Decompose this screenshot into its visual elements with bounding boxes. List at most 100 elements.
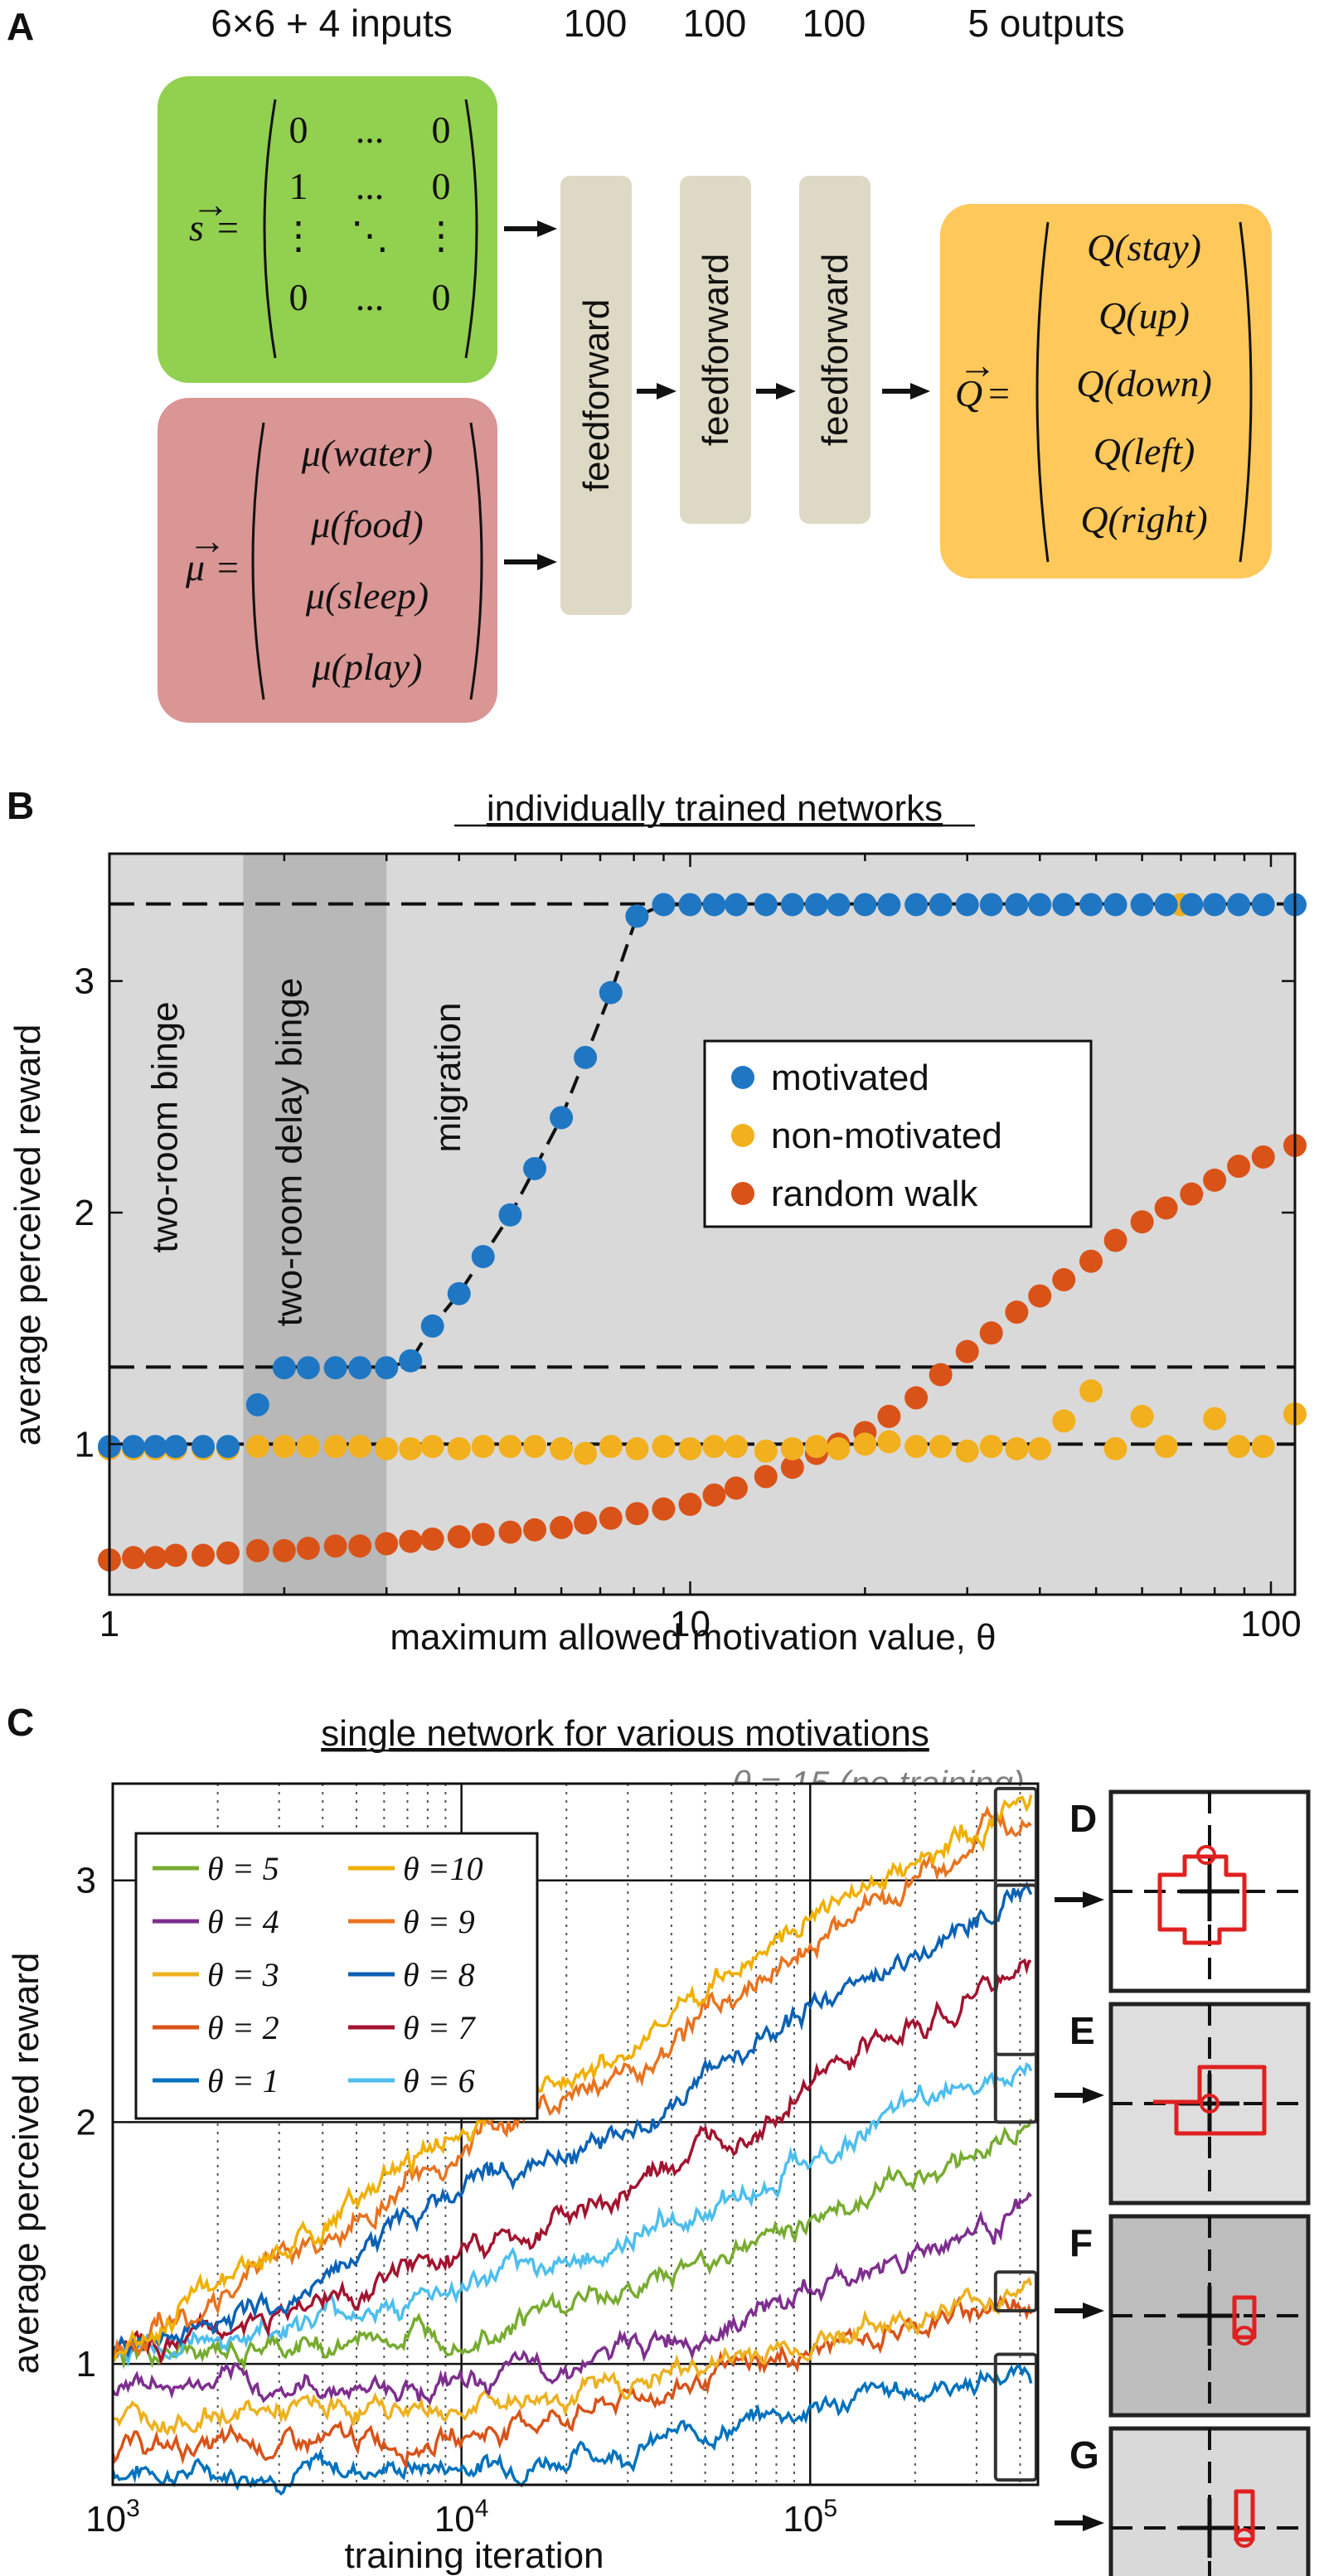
- chart-b-point-motivated: [780, 893, 804, 917]
- chart-b-point-random-walk: [599, 1506, 623, 1530]
- chart-b-point-random-walk: [420, 1527, 444, 1551]
- chart-b-point-random-walk: [1203, 1168, 1227, 1192]
- chart-b-point-non-motivated: [678, 1436, 702, 1460]
- chart-b-point-non-motivated: [245, 1435, 269, 1459]
- chart-b-point-random-walk: [678, 1493, 702, 1517]
- right-paren: [469, 422, 483, 700]
- chart-b-xtick-label: 1: [99, 1604, 119, 1644]
- equals-sign: =: [217, 206, 239, 249]
- chart-b-point-motivated: [1052, 893, 1076, 917]
- chart-b-ytick-label: 2: [75, 1193, 95, 1233]
- layer-label-input: 6×6 + 4 inputs: [211, 2, 453, 45]
- chart-b-point-motivated: [1154, 893, 1178, 917]
- chart-b-point-non-motivated: [272, 1435, 296, 1459]
- inset-pointer-arrowhead: [1083, 2302, 1104, 2319]
- chart-b-point-random-walk: [625, 1502, 649, 1526]
- state-matrix-entry: 0: [432, 109, 451, 151]
- chart-b-point-random-walk: [979, 1321, 1003, 1345]
- output-vector: Q → = Q(stay) Q(up) Q(down) Q(left) Q(right): [955, 221, 1253, 563]
- layer-label-hidden-1: 100: [564, 2, 628, 45]
- inset-e: E: [1055, 2002, 1311, 2206]
- state-matrix-entry: ⋮: [422, 215, 460, 257]
- chart-c-highlight-box-e: [993, 1883, 1038, 2124]
- left-paren: [263, 99, 277, 359]
- chart-b-region-label: migration: [428, 1003, 468, 1153]
- chart-b-point-random-walk: [375, 1532, 399, 1556]
- chart-b-point-non-motivated: [1028, 1436, 1052, 1460]
- chart-c-line-theta-3: [112, 2276, 1033, 2437]
- chart-b-point-non-motivated: [1203, 1407, 1227, 1431]
- chart-c-xlabel: training iteration: [344, 2535, 604, 2576]
- chart-b-point-random-walk: [498, 1520, 522, 1544]
- chart-b-point-non-motivated: [471, 1435, 495, 1459]
- chart-b-point-non-motivated: [1103, 1436, 1127, 1460]
- vector-arrow-accent: →: [958, 344, 997, 386]
- chart-b-point-non-motivated: [375, 1436, 399, 1460]
- chart-c-line-theta-10: [111, 1794, 1033, 2363]
- chart-b-legend-label: non-motivated: [771, 1116, 1002, 1156]
- chart-b-point-random-walk: [955, 1339, 979, 1363]
- chart-b-xtick-label: 100: [1240, 1604, 1301, 1644]
- inset-start-marker: [1234, 2528, 1254, 2548]
- chart-b-point-non-motivated: [1227, 1435, 1251, 1459]
- chart-b-point-random-walk: [652, 1497, 676, 1521]
- chart-b-point-motivated: [192, 1435, 216, 1459]
- chart-c-ytick-label: 2: [76, 2102, 96, 2143]
- chart-b-point-motivated: [979, 893, 1003, 917]
- chart-c-xtick-label: 105: [783, 2495, 837, 2540]
- chart-b-point-motivated: [877, 893, 901, 917]
- chart-b-point-non-motivated: [1005, 1436, 1029, 1460]
- chart-b-point-motivated: [296, 1356, 320, 1380]
- layer-label-hidden-3: 100: [803, 2, 866, 45]
- chart-b-point-motivated: [1130, 893, 1154, 917]
- output-vector-symbol: Q: [955, 372, 982, 414]
- output-vector-box: [940, 204, 1272, 579]
- input-arrows: [504, 220, 557, 570]
- chart-b-point-random-walk: [296, 1537, 320, 1561]
- chart-c-legend-label: θ = 6: [403, 2062, 475, 2099]
- chart-c-ylabel: average perceived reward: [6, 1953, 46, 2375]
- chart-b-point-random-walk: [1028, 1284, 1052, 1308]
- inset-f: F: [1055, 2214, 1311, 2418]
- chart-b-point-non-motivated: [1251, 1435, 1275, 1459]
- chart-c-title: single network for various motivations: [321, 1713, 929, 1754]
- chart-c-highlight-box-g: [993, 2352, 1038, 2482]
- chart-b-point-random-walk: [929, 1363, 953, 1387]
- inset-trajectory: [1232, 2295, 1257, 2340]
- chart-b-region-label: two-room binge: [144, 1001, 185, 1252]
- state-matrix-entry: 0: [289, 276, 308, 318]
- chart-c-legend-box: [134, 1832, 539, 2120]
- inset-letter: G: [1069, 2433, 1099, 2477]
- chart-b-point-motivated: [1028, 893, 1052, 917]
- vector-arrow-accent: →: [192, 183, 230, 225]
- inset-pointer-arrowhead: [1083, 2087, 1104, 2104]
- chart-b-title: individually trained networks: [487, 788, 943, 829]
- chart-b-point-non-motivated: [955, 1439, 979, 1463]
- chart-b-point-non-motivated: [348, 1435, 372, 1459]
- chart-b-point-random-walk: [323, 1534, 347, 1558]
- inset-start-marker: [1196, 1845, 1216, 1865]
- chart-b-point-random-walk: [121, 1546, 145, 1570]
- chart-b-point-random-walk: [272, 1538, 296, 1562]
- chart-b-point-random-walk: [192, 1543, 216, 1567]
- left-paren: [1035, 221, 1050, 563]
- chart-b-point-motivated: [216, 1435, 240, 1459]
- chart-b-point-non-motivated: [853, 1432, 877, 1456]
- chart-b-point-motivated: [143, 1435, 167, 1459]
- motivation-entry: μ(water): [301, 432, 434, 474]
- chart-c-line-theta-7: [111, 1958, 1031, 2365]
- q-value-entry: Q(down): [1076, 362, 1212, 404]
- layer-label-output: 5 outputs: [967, 2, 1124, 45]
- chart-b-point-random-walk: [399, 1529, 423, 1553]
- chart-b-point-non-motivated: [877, 1430, 901, 1454]
- chart-b-point-non-motivated: [904, 1435, 929, 1459]
- chart-b-point-random-walk: [780, 1455, 804, 1479]
- chart-b-point-non-motivated: [652, 1435, 676, 1459]
- chart-b-point-non-motivated: [420, 1435, 444, 1459]
- chart-b-point-motivated: [498, 1203, 522, 1227]
- chart-c-line-theta-9: [111, 1805, 1032, 2358]
- chart-b-region-label: two-room delay binge: [269, 978, 309, 1327]
- equals-sign: =: [988, 372, 1010, 414]
- chart-c-xtick-label: 103: [85, 2495, 140, 2540]
- panel-c: C single network for various motivations…: [6, 1701, 1040, 2576]
